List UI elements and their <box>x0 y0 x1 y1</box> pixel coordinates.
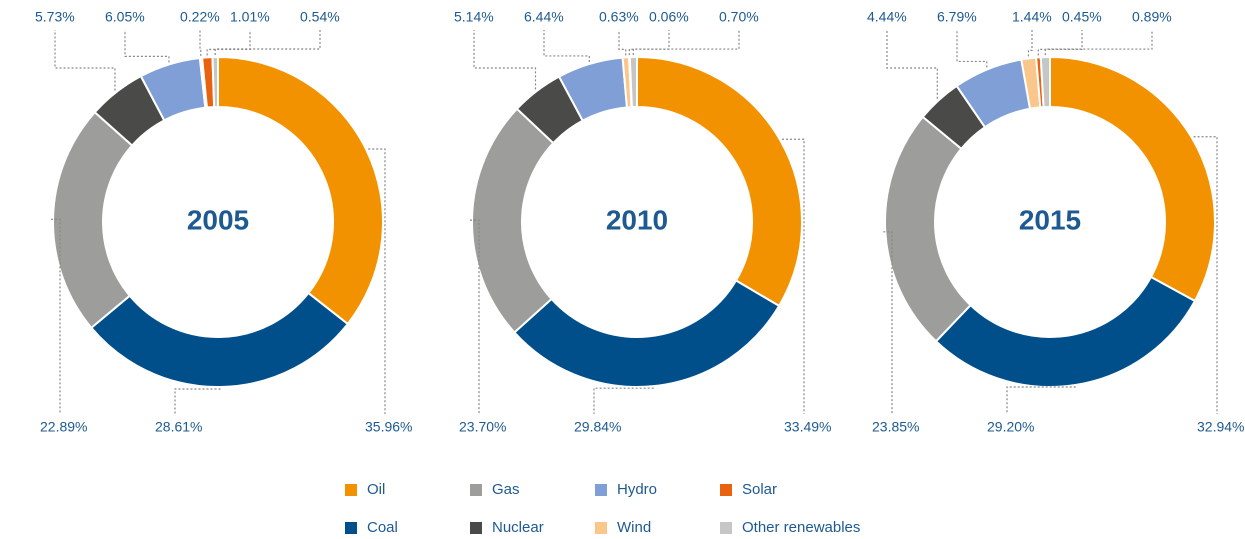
value-label: 0.06% <box>649 9 689 25</box>
value-label: 32.94% <box>1197 419 1244 435</box>
legend-label: Gas <box>492 481 520 498</box>
value-label: 29.20% <box>987 419 1034 435</box>
value-label: 33.49% <box>784 419 831 435</box>
value-label: 0.70% <box>719 9 759 25</box>
value-label: 28.61% <box>155 419 202 435</box>
leader-line <box>54 30 116 91</box>
legend-label: Other renewables <box>742 519 860 536</box>
value-label: 6.44% <box>524 9 564 25</box>
slice <box>471 107 555 334</box>
leader-line <box>124 30 170 63</box>
value-label: 0.54% <box>300 9 340 25</box>
leader-line <box>473 30 537 90</box>
slice <box>1039 55 1051 109</box>
chart-title: 2010 <box>606 204 668 235</box>
legend-label: Oil <box>367 481 385 498</box>
leader-line <box>543 30 590 62</box>
leader-line <box>883 231 893 414</box>
legend-swatch <box>345 522 357 534</box>
legend-label: Nuclear <box>492 519 544 536</box>
leader-line <box>886 30 938 99</box>
value-label: 6.05% <box>105 9 145 25</box>
value-label: 6.79% <box>937 9 977 25</box>
slice <box>217 55 384 326</box>
value-label: 35.96% <box>365 419 412 435</box>
legend-swatch <box>595 484 607 496</box>
leader-line <box>214 30 321 56</box>
value-label: 0.22% <box>180 9 220 25</box>
leader-line <box>174 388 221 414</box>
legend-swatch <box>720 484 732 496</box>
slice <box>52 110 134 330</box>
leader-line <box>368 148 386 414</box>
legend-label: Wind <box>617 519 651 536</box>
slice <box>636 55 803 308</box>
leader-line <box>470 219 480 414</box>
legend-swatch <box>720 522 732 534</box>
legend-label: Coal <box>367 519 398 536</box>
slice <box>512 279 781 388</box>
slice <box>211 55 219 109</box>
leader-line <box>1193 136 1218 414</box>
leader-line <box>956 30 988 68</box>
leader-line <box>199 30 202 56</box>
slice <box>934 275 1197 388</box>
leader-line <box>1006 386 1076 414</box>
leader-line <box>618 30 627 56</box>
slice <box>89 291 350 388</box>
slice <box>628 55 638 109</box>
value-label: 29.84% <box>574 419 621 435</box>
leader-line <box>632 30 740 56</box>
leader-line <box>1037 30 1083 56</box>
leader-line <box>628 30 670 56</box>
value-label: 1.44% <box>1012 9 1052 25</box>
slice <box>884 115 972 343</box>
value-label: 5.73% <box>35 9 75 25</box>
leader-line <box>593 387 654 414</box>
leader-line <box>1027 30 1033 57</box>
legend-label: Hydro <box>617 481 657 498</box>
leader-line <box>1044 30 1153 56</box>
value-label: 23.70% <box>459 419 506 435</box>
chart-title: 2005 <box>187 204 249 235</box>
leader-line <box>206 30 251 56</box>
value-label: 5.14% <box>454 9 494 25</box>
value-label: 23.85% <box>872 419 919 435</box>
value-label: 0.89% <box>1132 9 1172 25</box>
value-label: 0.45% <box>1062 9 1102 25</box>
value-label: 0.63% <box>599 9 639 25</box>
legend-swatch <box>345 484 357 496</box>
value-label: 1.01% <box>230 9 270 25</box>
value-label: 22.89% <box>40 419 87 435</box>
leader-line <box>782 138 805 414</box>
legend-swatch <box>595 522 607 534</box>
chart-title: 2015 <box>1019 204 1081 235</box>
legend-label: Solar <box>742 481 777 498</box>
value-label: 4.44% <box>867 9 907 25</box>
legend-swatch <box>470 522 482 534</box>
slice <box>1049 55 1216 303</box>
legend-swatch <box>470 484 482 496</box>
leader-line <box>51 218 61 414</box>
